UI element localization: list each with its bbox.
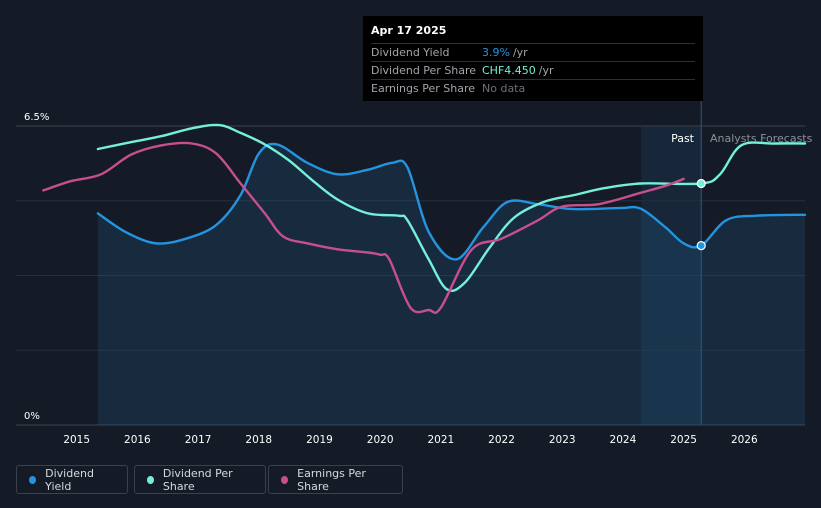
tooltip: Apr 17 2025 Dividend Yield 3.9% /yr Divi… (363, 16, 703, 101)
tooltip-row-earnings-per-share: Earnings Per Share No data (371, 79, 695, 97)
x-tick-label: 2024 (610, 434, 637, 446)
tooltip-markers (696, 178, 706, 251)
tooltip-unit: /yr (538, 64, 554, 77)
past-label: Past (671, 132, 695, 145)
x-tick-label: 2020 (367, 434, 394, 446)
x-tick-label: 2026 (731, 434, 758, 446)
tooltip-value: No data (482, 82, 526, 95)
x-tick-label: 2016 (124, 434, 151, 446)
analysts-forecasts-label: Analysts Forecasts (710, 132, 813, 145)
legend-label: Dividend Yield (45, 466, 94, 493)
y-tick-label: 6.5% (24, 112, 49, 123)
tooltip-row-dividend-yield: Dividend Yield 3.9% /yr (371, 43, 695, 61)
tooltip-value: 3.9% (482, 46, 510, 59)
tooltip-date: Apr 17 2025 (371, 24, 447, 37)
tooltip-label: Earnings Per Share (371, 82, 476, 95)
dividend-per-share-line (96, 123, 807, 292)
x-tick-label: 2021 (427, 434, 454, 446)
tooltip-label: Dividend Yield (371, 46, 450, 59)
gridlines (16, 125, 805, 426)
tooltip-value: CHF4.450 (482, 64, 536, 77)
x-tick-label: 2018 (245, 434, 272, 446)
legend-item-dividend-per-share[interactable]: Dividend Per Share (134, 465, 266, 494)
legend-dot-icon (29, 475, 37, 484)
x-tick-label: 2019 (306, 434, 333, 446)
y-tick-label: 0% (24, 411, 40, 422)
earnings-per-share-line (42, 141, 685, 315)
tooltip-label: Dividend Per Share (371, 64, 477, 77)
dividend-per-share-marker (696, 178, 706, 189)
x-tick-label: 2025 (670, 434, 697, 446)
legend-item-earnings-per-share[interactable]: Earnings Per Share (268, 465, 403, 494)
x-tick-label: 2015 (63, 434, 90, 446)
x-tick-label: 2023 (549, 434, 576, 446)
tooltip-unit: /yr (512, 46, 528, 59)
legend-label: Dividend Per Share (162, 466, 233, 493)
x-tick-label: 2022 (488, 434, 515, 446)
x-tick-label: 2017 (185, 434, 212, 446)
legend-dot-icon (147, 475, 154, 484)
tooltip-row-dividend-per-share: Dividend Per Share CHF4.450 /yr (371, 61, 695, 79)
legend-item-dividend-yield[interactable]: Dividend Yield (16, 465, 128, 494)
legend-label: Earnings Per Share (297, 466, 366, 493)
dividend-yield-marker (696, 241, 706, 251)
legend-dot-icon (281, 475, 289, 484)
dividend-yield-line (96, 142, 807, 261)
axis-labels: 6.5% 0% 2015 2016 2017 2018 2019 2020 2021 2022 20… (24, 112, 758, 446)
series-lines (42, 123, 807, 315)
